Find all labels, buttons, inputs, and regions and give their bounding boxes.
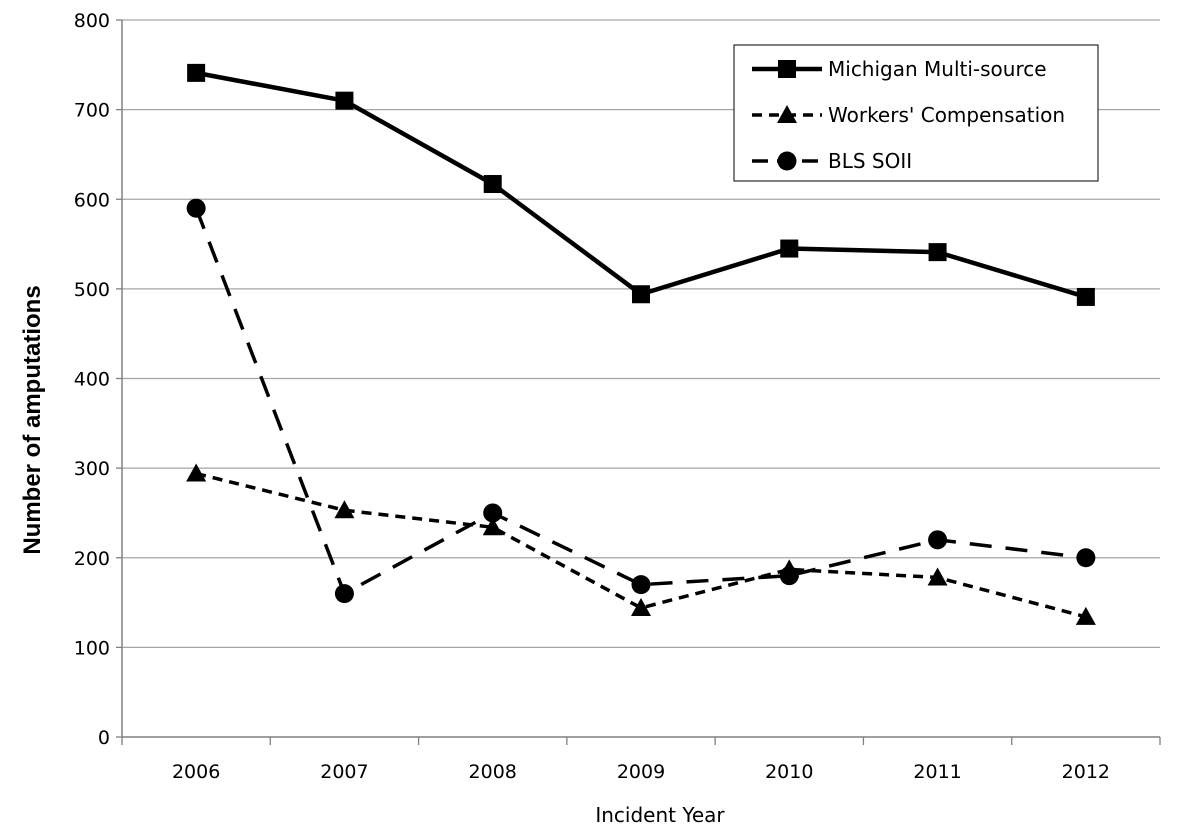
y-tick-label: 700 [74, 100, 110, 122]
x-tick-label: 2006 [172, 761, 220, 783]
x-tick-label: 2010 [765, 761, 813, 783]
y-tick-labels: 0 100 200 300 400 500 600 700 800 [74, 10, 110, 749]
data-point [334, 584, 354, 604]
legend-label: Michigan Multi-source [828, 57, 1047, 81]
y-axis-title: Number of amputations [19, 285, 46, 554]
data-point [928, 530, 948, 550]
series-line [195, 471, 1087, 619]
x-tick-labels: 2006 2007 2008 2009 2010 2011 2012 [121, 737, 1161, 783]
data-point [335, 91, 354, 110]
legend-marker [777, 105, 797, 123]
y-tick-label: 800 [74, 10, 110, 32]
data-point [186, 198, 206, 218]
data-point [779, 566, 799, 586]
series-line [194, 207, 1087, 596]
data-point [1076, 548, 1096, 568]
data-point [186, 463, 207, 482]
series-1 [187, 63, 1095, 306]
data-point [780, 239, 799, 258]
data-point [483, 503, 503, 523]
x-tick-label: 2007 [320, 761, 368, 783]
y-tick-label: 300 [74, 458, 110, 480]
series-2 [186, 463, 1096, 625]
legend-marker [777, 151, 797, 171]
y-tick-label: 400 [74, 369, 110, 391]
data-point [1075, 606, 1096, 625]
axes [121, 20, 1160, 738]
x-tick-label: 2008 [469, 761, 517, 783]
data-point [631, 575, 651, 595]
x-axis-title: Incident Year [595, 803, 725, 827]
data-point [928, 243, 947, 262]
legend-marker [778, 60, 796, 78]
y-tick-label: 0 [98, 727, 110, 749]
data-point [482, 517, 503, 536]
y-tick-label: 200 [74, 548, 110, 570]
data-point [1076, 287, 1095, 306]
x-tick-label: 2009 [617, 761, 665, 783]
x-tick-label: 2011 [913, 761, 961, 783]
series-lines [186, 63, 1096, 625]
y-tick-label: 600 [74, 189, 110, 211]
data-point [187, 63, 206, 82]
data-point [632, 285, 650, 304]
y-tick-label: 100 [74, 637, 110, 659]
data-point [334, 500, 355, 519]
y-tick-label: 500 [74, 279, 110, 301]
legend: Michigan Multi-source Workers' Compensati… [733, 44, 1099, 182]
series-3 [186, 198, 1096, 604]
data-point [483, 175, 502, 194]
legend-label: Workers' Compensation [828, 103, 1065, 127]
data-point [631, 597, 651, 616]
legend-label: BLS SOII [828, 149, 912, 173]
x-tick-label: 2012 [1062, 761, 1110, 783]
legend-items: Michigan Multi-source Workers' Compensati… [752, 57, 1065, 173]
data-point [927, 567, 948, 586]
